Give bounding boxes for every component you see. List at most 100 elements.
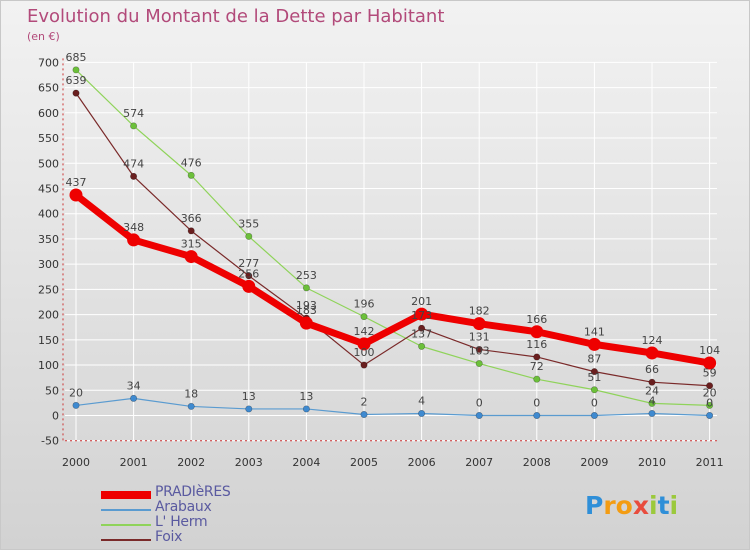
data-label: 116: [526, 338, 547, 351]
data-label: 87: [587, 353, 601, 366]
data-point: [418, 409, 426, 417]
x-tick-label: 2011: [696, 456, 724, 469]
data-point: [72, 401, 80, 409]
x-tick-label: 2004: [292, 456, 320, 469]
data-point: [69, 188, 83, 202]
legend-swatch-foix: [101, 539, 151, 541]
data-point: [245, 405, 253, 413]
y-tick-label: 500: [38, 157, 59, 170]
data-label: 0: [533, 397, 540, 410]
x-tick-label: 2005: [350, 456, 378, 469]
data-point: [130, 122, 138, 130]
data-label: 13: [242, 390, 256, 403]
data-label: 437: [66, 176, 87, 189]
y-tick-label: 0: [52, 410, 59, 423]
data-point: [418, 324, 426, 332]
data-label: 366: [181, 212, 202, 225]
data-label: 124: [642, 334, 663, 347]
y-tick-label: 650: [38, 82, 59, 95]
data-label: 253: [296, 269, 317, 282]
data-point: [357, 337, 371, 351]
data-point: [299, 316, 313, 330]
data-point: [648, 399, 656, 407]
data-label: 348: [123, 221, 144, 234]
data-point: [587, 337, 601, 351]
y-tick-label: 350: [38, 233, 59, 246]
series-line-pradires: [72, 191, 714, 367]
y-tick-label: 100: [38, 359, 59, 372]
data-point: [187, 171, 195, 179]
data-point: [184, 250, 198, 264]
data-point: [590, 411, 598, 419]
x-tick-label: 2009: [580, 456, 608, 469]
x-tick-label: 2002: [177, 456, 205, 469]
data-point: [475, 411, 483, 419]
data-point: [72, 66, 80, 74]
data-label: 4: [418, 394, 425, 407]
data-point: [590, 368, 598, 376]
logo-letter: i: [649, 491, 658, 520]
data-point: [415, 307, 429, 321]
data-label: 131: [469, 330, 490, 343]
legend-swatch-pradieres: [101, 491, 151, 499]
data-label: 196: [354, 298, 375, 311]
data-label: 20: [69, 386, 83, 399]
data-label: 355: [238, 217, 259, 230]
data-point: [130, 394, 138, 402]
data-label: 0: [706, 397, 713, 410]
data-point: [127, 233, 141, 247]
data-label: 4: [649, 394, 656, 407]
data-label: 256: [238, 267, 259, 280]
data-point: [706, 401, 714, 409]
legend-label-lherm: L' Herm: [155, 514, 208, 530]
data-point: [242, 279, 256, 293]
data-label: 183: [296, 304, 317, 317]
series-line-arabaux: [75, 397, 711, 417]
data-point: [72, 89, 80, 97]
x-tick-label: 2000: [62, 456, 90, 469]
y-tick-label: -50: [41, 435, 59, 448]
unit-label: (en €): [27, 30, 60, 43]
data-label: 24: [645, 384, 659, 397]
data-label: 277: [238, 257, 259, 270]
y-tick-label: 600: [38, 107, 59, 120]
data-point: [475, 360, 483, 368]
x-tick-label: 2008: [523, 456, 551, 469]
x-tick-label: 2006: [408, 456, 436, 469]
data-label: 193: [296, 299, 317, 312]
data-point: [360, 410, 368, 418]
legend-swatch-arabaux: [101, 509, 151, 511]
data-point: [187, 402, 195, 410]
data-point: [418, 342, 426, 350]
logo-letter: i: [669, 491, 679, 520]
data-label: 685: [66, 51, 87, 64]
x-tick-label: 2003: [235, 456, 263, 469]
data-label: 0: [591, 397, 598, 410]
y-tick-label: 250: [38, 283, 59, 296]
data-point: [645, 346, 659, 360]
data-point: [590, 386, 598, 394]
data-label: 142: [354, 325, 375, 338]
data-point: [533, 375, 541, 383]
data-point: [360, 313, 368, 321]
logo-letter: x: [632, 491, 649, 520]
data-point: [530, 325, 544, 339]
y-tick-label: 150: [38, 334, 59, 347]
data-label: 182: [469, 305, 490, 318]
data-point: [533, 353, 541, 361]
data-point: [706, 411, 714, 419]
data-point: [472, 317, 486, 331]
data-label: 476: [181, 156, 202, 169]
chart-title: Evolution du Montant de la Dette par Hab…: [27, 6, 445, 27]
data-point: [533, 411, 541, 419]
data-label: 173: [411, 309, 432, 322]
data-point: [187, 227, 195, 235]
legend-swatch-lherm: [101, 524, 151, 526]
x-tick-label: 2001: [120, 456, 148, 469]
legend-label-arabaux: Arabaux: [155, 499, 212, 515]
data-label: 103: [469, 345, 490, 358]
data-point: [130, 172, 138, 180]
data-label: 137: [411, 327, 432, 340]
